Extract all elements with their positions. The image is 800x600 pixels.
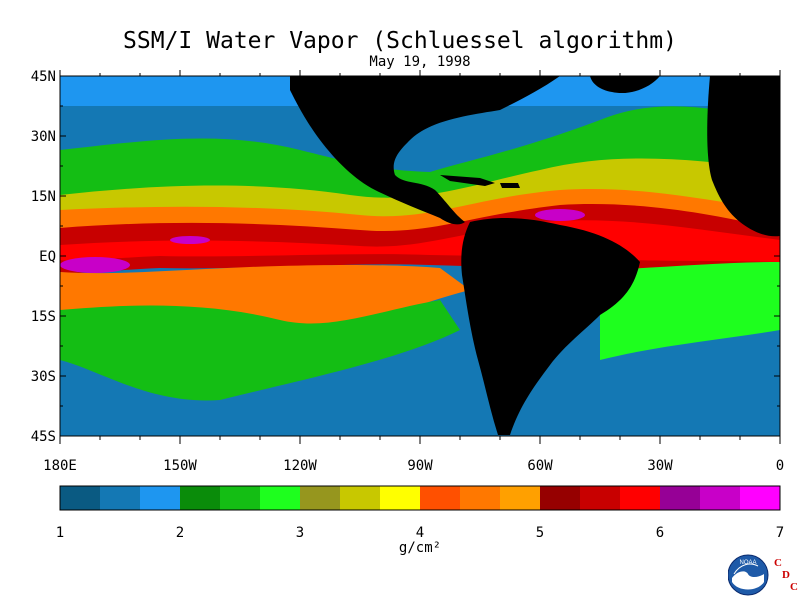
colorbar-tick-4: 4 [416, 525, 424, 541]
greenland [590, 76, 660, 94]
noaa-logo-text: NOAA [739, 560, 756, 566]
colorbar-tick-7: 7 [776, 525, 784, 541]
colorbar-tick-5: 5 [536, 525, 544, 541]
colorbar-cell-18 [740, 486, 781, 510]
lat-label-eq: EQ [39, 249, 56, 265]
colorbar-cell-17 [700, 486, 741, 510]
moisture-max-central [170, 236, 210, 244]
land-masses [290, 76, 780, 435]
cdc-letter-d: D [782, 569, 790, 581]
moisture-max-atlantic [535, 209, 585, 221]
cuba [440, 175, 495, 186]
map-title: SSM/I Water Vapor (Schluessel algorithm) [123, 28, 677, 54]
longitude-labels: 180E 150W 120W 90W 60W 30W 0 [43, 458, 784, 474]
south-green-band [60, 300, 460, 401]
colorbar-tick-6: 6 [656, 525, 664, 541]
colorbar-cell-13 [540, 486, 581, 510]
noaa-logo-icon: NOAA [728, 554, 769, 596]
lon-label-150w: 150W [163, 458, 197, 474]
colorbar-cell-8 [340, 486, 381, 510]
colorbar-cell-6 [260, 486, 301, 510]
africa [707, 76, 780, 237]
colorbar-cell-4 [180, 486, 221, 510]
cdc-letter-c2: C [790, 581, 798, 593]
moisture-max-west [60, 257, 130, 273]
south-atlantic-green-band [600, 262, 780, 360]
lon-label-30w: 30W [647, 458, 673, 474]
lat-label-15s: 15S [31, 309, 56, 325]
lon-label-180e: 180E [43, 458, 77, 474]
north-america [290, 76, 560, 225]
map-date: May 19, 1998 [369, 54, 471, 70]
lon-label-0: 0 [776, 458, 784, 474]
colorbar-cell-9 [380, 486, 421, 510]
colorbar-cell-2 [100, 486, 141, 510]
colorbar-cell-3 [140, 486, 181, 510]
lat-label-30s: 30S [31, 369, 56, 385]
colorbar-tick-2: 2 [176, 525, 184, 541]
colorbar-tick-1: 1 [56, 525, 64, 541]
lon-label-60w: 60W [527, 458, 553, 474]
hispaniola [500, 183, 520, 188]
colorbar-cell-1 [60, 486, 101, 510]
colorbar [60, 486, 781, 510]
colorbar-labels: 1 2 3 4 5 6 7 [56, 525, 784, 541]
lon-label-120w: 120W [283, 458, 317, 474]
cdc-letter-c1: C [774, 557, 782, 569]
colorbar-tick-3: 3 [296, 525, 304, 541]
lat-label-15n: 15N [31, 189, 56, 205]
colorbar-unit: g/cm² [398, 540, 442, 556]
lat-label-30n: 30N [31, 129, 56, 145]
south-orange-band [60, 264, 470, 331]
lat-label-45s: 45S [31, 429, 56, 445]
latitude-ticks [60, 75, 780, 437]
noaa-cdc-logo: NOAA C D C [728, 554, 798, 596]
colorbar-frame [59, 485, 781, 511]
colorbar-cell-11 [460, 486, 501, 510]
colorbar-cell-16 [660, 486, 701, 510]
map-field [60, 76, 780, 436]
south-america [461, 218, 640, 435]
lon-label-90w: 90W [407, 458, 433, 474]
colorbar-cell-14 [580, 486, 621, 510]
longitude-ticks [59, 70, 781, 444]
colorbar-cell-5 [220, 486, 261, 510]
colorbar-cell-7 [300, 486, 341, 510]
colorbar-cell-15 [620, 486, 661, 510]
colorbar-cell-12 [500, 486, 541, 510]
lat-label-45n: 45N [31, 69, 56, 85]
latitude-labels: 45N 30N 15N EQ 15S 30S 45S [31, 69, 56, 445]
colorbar-cell-10 [420, 486, 461, 510]
